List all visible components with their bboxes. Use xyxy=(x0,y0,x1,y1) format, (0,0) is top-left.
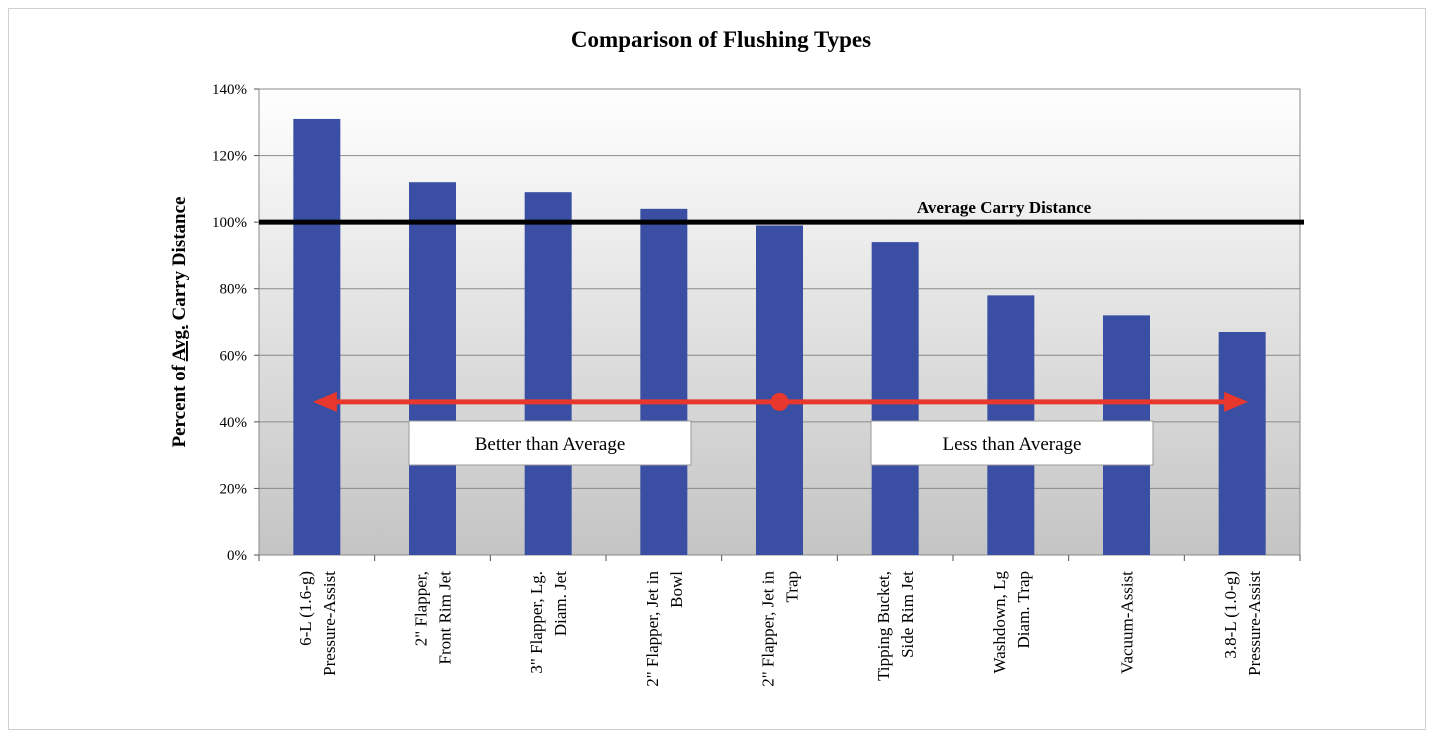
better-than-average-label: Better than Average xyxy=(475,434,626,455)
y-tick-label: 60% xyxy=(220,348,248,364)
chart-frame: Comparison of Flushing Types 0% 20% 40% 60%… xyxy=(8,8,1426,730)
x-category-label: Diam. Jet xyxy=(551,571,570,636)
chart: Comparison of Flushing Types 0% 20% 40% 60%… xyxy=(169,27,1304,687)
x-category-label: Side Rim Jet xyxy=(898,571,917,658)
x-category-label: Washdown, Lg xyxy=(990,571,1009,674)
x-category-label: Vacuum-Assist xyxy=(1118,571,1137,674)
x-category-label: Tipping Bucket, xyxy=(874,571,893,681)
x-category-label: 2" Flapper, xyxy=(412,571,431,646)
y-tick-label: 0% xyxy=(227,548,247,564)
bar xyxy=(409,182,456,555)
y-tick-label: 80% xyxy=(220,282,248,298)
bar xyxy=(1218,331,1266,555)
x-category-label: Pressure-Assist xyxy=(320,571,339,676)
average-line-label: Average Carry Distance xyxy=(917,198,1092,217)
bar xyxy=(524,192,572,555)
y-tick-label: 100% xyxy=(212,215,247,231)
y-tick-label: 20% xyxy=(220,481,248,497)
y-tick-label: 140% xyxy=(212,82,247,98)
x-category-label: Diam. Trap xyxy=(1014,571,1033,648)
bar xyxy=(640,208,688,556)
x-category-label: Trap xyxy=(783,571,802,603)
x-category-label: 3" Flapper, Lg. xyxy=(527,571,546,674)
y-axis-label-part: Avg. xyxy=(169,325,190,361)
y-axis-label: Percent of Avg. Carry Distance xyxy=(169,197,190,448)
x-category-label: Bowl xyxy=(667,571,686,608)
bar xyxy=(756,225,803,555)
bar xyxy=(871,242,919,555)
y-axis-label-part: Percent of xyxy=(169,361,190,447)
less-than-average-label: Less than Average xyxy=(943,434,1082,455)
x-category-label: 2" Flapper, Jet in xyxy=(643,571,662,687)
x-category-label: 3.8-L (1.0-g) xyxy=(1221,571,1240,659)
bar xyxy=(293,118,341,555)
y-tick-label: 40% xyxy=(220,415,248,431)
arrow-center-dot xyxy=(770,392,789,411)
better-than-average-box xyxy=(408,420,692,466)
y-axis-label-part: Carry Distance xyxy=(169,197,190,326)
arrow-head-left xyxy=(312,391,337,412)
x-category-label: 2" Flapper, Jet in xyxy=(759,571,778,687)
arrow-head-right xyxy=(1224,391,1249,412)
less-than-average-box xyxy=(870,420,1154,466)
x-category-label: 6-L (1.6-g) xyxy=(296,571,315,646)
x-category-label: Pressure-Assist xyxy=(1245,571,1264,676)
chart-title: Comparison of Flushing Types xyxy=(571,27,871,52)
y-tick-label: 120% xyxy=(212,149,247,165)
x-category-label: Front Rim Jet xyxy=(436,571,455,665)
